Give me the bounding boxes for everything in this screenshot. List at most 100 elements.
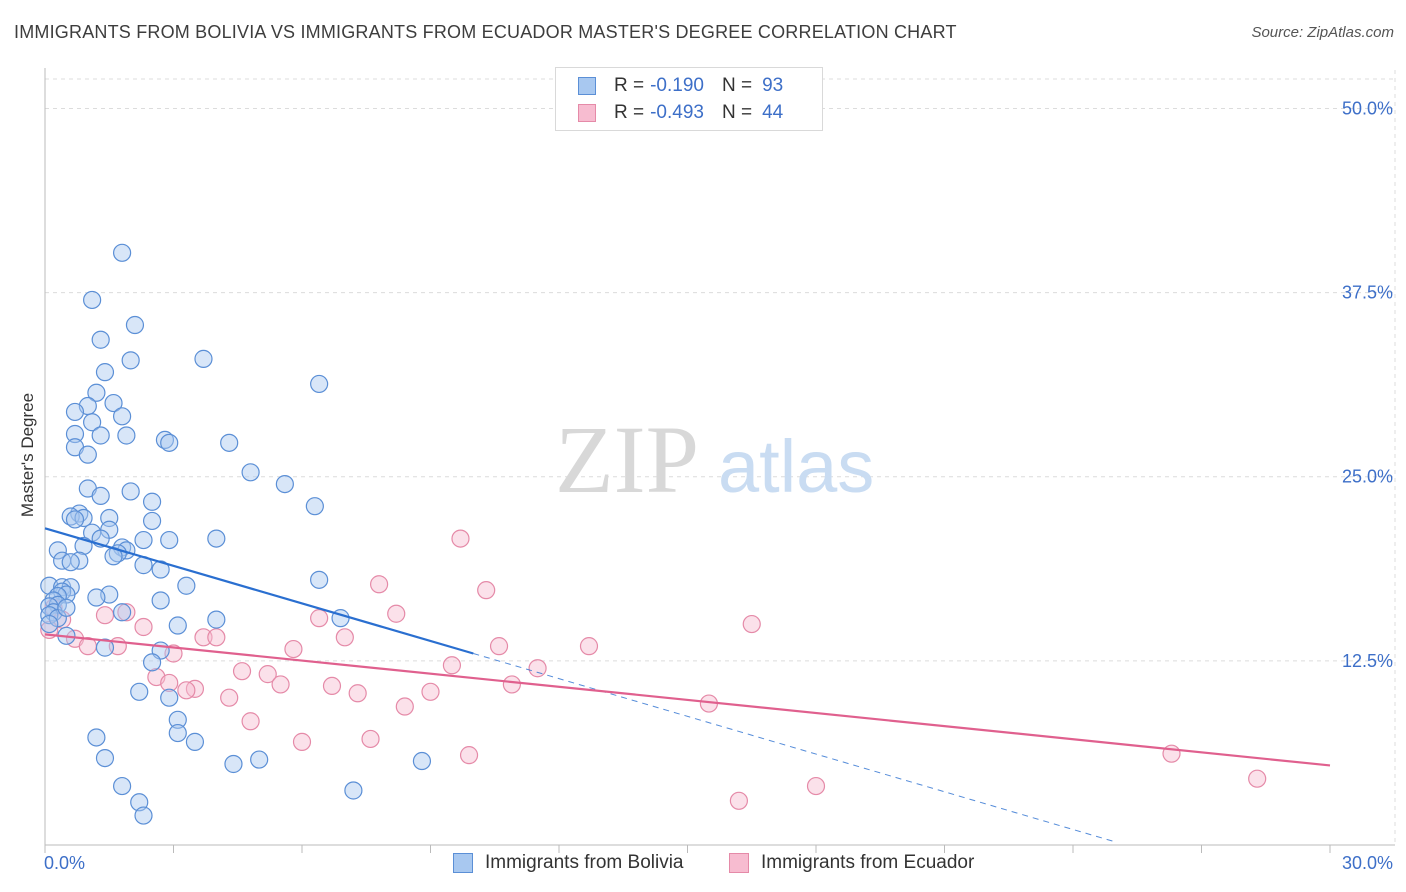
bolivia-point bbox=[168, 616, 187, 635]
ecuador-point bbox=[177, 681, 196, 700]
legend-r-value: -0.493 bbox=[650, 102, 704, 123]
legend-item-bolivia[interactable]: Immigrants from Bolivia bbox=[453, 852, 684, 874]
ecuador-point bbox=[395, 697, 414, 716]
y-tick-label: 37.5% bbox=[1342, 283, 1393, 303]
ecuador-point bbox=[232, 662, 252, 681]
trendlines bbox=[44, 527, 1331, 843]
bolivia-trendline bbox=[44, 527, 474, 655]
ecuador-point bbox=[292, 732, 312, 751]
y-tick-label: 50.0% bbox=[1342, 98, 1393, 118]
ecuador-point bbox=[489, 637, 509, 656]
source-label: Source: ZipAtlas.com bbox=[1251, 24, 1394, 41]
legend-r-label: R = bbox=[614, 75, 645, 96]
series-legend: Immigrants from Bolivia Immigrants from … bbox=[0, 852, 1406, 878]
bolivia-point bbox=[78, 445, 97, 464]
ecuador-point bbox=[310, 609, 329, 628]
bolivia-point bbox=[121, 351, 140, 370]
bolivia-point bbox=[220, 433, 239, 452]
legend-item-ecuador[interactable]: Immigrants from Ecuador bbox=[729, 852, 974, 874]
legend-swatch-bolivia bbox=[453, 853, 473, 873]
ecuador-point bbox=[117, 603, 136, 622]
bolivia-point bbox=[130, 682, 149, 701]
bolivia-trendline-extension bbox=[473, 653, 1116, 843]
bolivia-point bbox=[104, 393, 123, 413]
bolivia-point bbox=[134, 806, 153, 825]
bolivia-point bbox=[160, 433, 179, 452]
bolivia-point bbox=[112, 243, 132, 262]
ecuador-point bbox=[387, 604, 406, 623]
bolivia-point bbox=[87, 588, 106, 607]
bolivia-point bbox=[112, 407, 132, 426]
bolivia-point bbox=[207, 610, 226, 629]
bolivia-point bbox=[275, 474, 294, 494]
ecuador-point bbox=[194, 628, 213, 647]
ecuador-point bbox=[335, 628, 354, 647]
ecuador-point bbox=[207, 628, 226, 647]
bolivia-point bbox=[83, 290, 102, 310]
legend-swatch-ecuador bbox=[729, 853, 749, 873]
bolivia-point bbox=[134, 530, 153, 550]
bolivia-point bbox=[95, 363, 115, 382]
bolivia-point bbox=[142, 492, 162, 511]
bolivia-point bbox=[344, 781, 363, 800]
bolivia-point bbox=[168, 723, 187, 743]
ecuador-point bbox=[528, 659, 547, 678]
bolivia-point bbox=[112, 776, 132, 796]
ecuador-point bbox=[729, 791, 749, 810]
tick-labels: 12.5% 25.0% 37.5% 50.0% 0.0% 30.0% bbox=[44, 98, 1393, 873]
bolivia-point bbox=[48, 541, 67, 560]
stats-legend: R = -0.190 N = 93 R = -0.493 N = 44 bbox=[555, 67, 823, 131]
ecuador-point bbox=[579, 637, 599, 656]
legend-swatch-bolivia bbox=[578, 77, 596, 95]
bolivia-point bbox=[142, 511, 162, 531]
ecuador-point bbox=[241, 712, 260, 731]
legend-n-value: 44 bbox=[762, 102, 784, 123]
ecuador-point bbox=[806, 776, 826, 796]
legend-label-ecuador: Immigrants from Ecuador bbox=[761, 852, 975, 873]
ecuador-point bbox=[477, 581, 496, 600]
ecuador-point bbox=[451, 529, 470, 548]
ecuador-point bbox=[95, 606, 115, 625]
bolivia-point bbox=[40, 614, 59, 634]
ecuador-point bbox=[459, 746, 479, 765]
axes bbox=[44, 68, 1395, 853]
bolivia-point bbox=[57, 598, 76, 617]
ecuador-point bbox=[361, 729, 380, 749]
legend-row-ecuador: R = -0.493 N = 44 bbox=[578, 100, 783, 126]
bolivia-point bbox=[87, 728, 106, 747]
x-tick-label: 0.0% bbox=[44, 853, 85, 873]
bolivia-point bbox=[310, 570, 329, 589]
ecuador-point bbox=[160, 673, 179, 693]
bolivia-point bbox=[241, 463, 260, 482]
bolivia-point bbox=[83, 413, 102, 432]
bolivia-point bbox=[305, 497, 324, 516]
bolivia-point bbox=[61, 553, 80, 572]
bolivia-point bbox=[87, 383, 106, 402]
bolivia-point bbox=[65, 424, 85, 444]
legend-n-label: N = bbox=[721, 102, 753, 123]
watermark-atlas: atlas bbox=[718, 425, 874, 508]
ecuador-point bbox=[742, 614, 761, 634]
ecuador-point bbox=[258, 665, 277, 684]
ecuador-point bbox=[1248, 769, 1267, 788]
bolivia-point bbox=[160, 530, 179, 550]
bolivia-point bbox=[250, 750, 269, 769]
bolivia-point bbox=[207, 529, 226, 548]
bolivia-point bbox=[121, 482, 140, 501]
ecuador-point bbox=[370, 575, 389, 594]
y-tick-label: 12.5% bbox=[1342, 651, 1393, 671]
legend-n-value: 93 bbox=[762, 75, 784, 96]
ecuador-point bbox=[421, 682, 440, 701]
bolivia-point bbox=[185, 732, 205, 751]
bolivia-point bbox=[194, 349, 213, 368]
y-axis-label: Master's Degree bbox=[18, 393, 37, 517]
bolivia-point bbox=[95, 748, 115, 768]
legend-n-label: N = bbox=[721, 75, 753, 96]
ecuador-trendline bbox=[44, 633, 1331, 767]
legend-swatch-ecuador bbox=[578, 104, 596, 122]
bolivia-point bbox=[91, 330, 110, 349]
y-tick-label: 25.0% bbox=[1342, 467, 1393, 487]
legend-r-value: -0.190 bbox=[650, 75, 704, 96]
legend-row-bolivia: R = -0.190 N = 93 bbox=[578, 73, 783, 99]
